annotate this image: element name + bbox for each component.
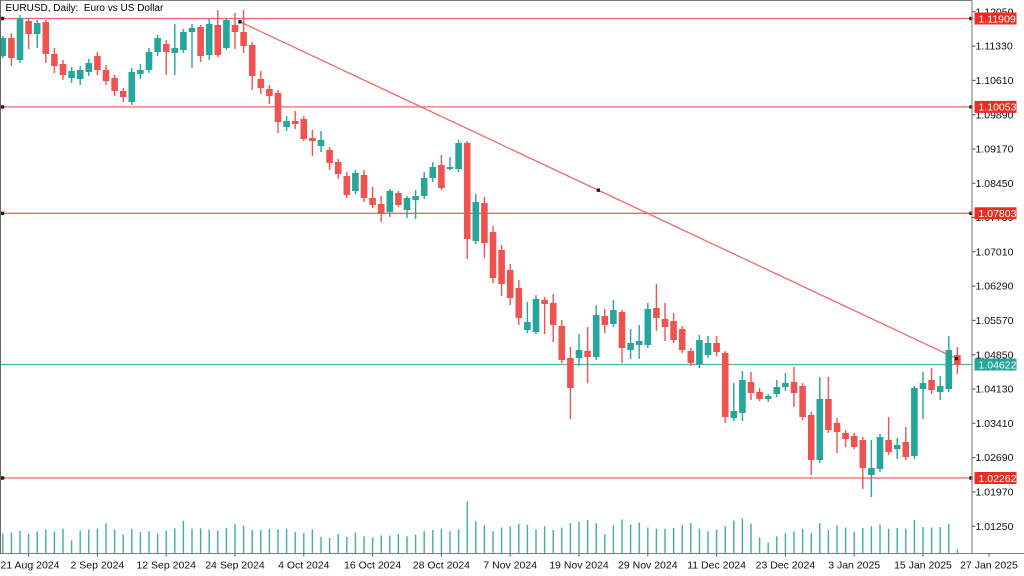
svg-text:1.05570: 1.05570 (976, 315, 1014, 327)
svg-text:15 Jan 2025: 15 Jan 2025 (894, 560, 952, 572)
svg-text:1.11909: 1.11909 (979, 13, 1016, 25)
svg-text:27 Jan 2025: 27 Jan 2025 (960, 560, 1018, 572)
svg-text:1.03410: 1.03410 (976, 418, 1014, 430)
svg-text:2 Sep 2024: 2 Sep 2024 (71, 560, 125, 572)
svg-text:1.11330: 1.11330 (976, 41, 1013, 53)
svg-text:21 Aug 2024: 21 Aug 2024 (1, 560, 60, 572)
svg-text:1.01250: 1.01250 (976, 521, 1014, 533)
svg-text:EURUSD, Daily: Euro vs US Dol: EURUSD, Daily: Euro vs US Dollar (6, 3, 164, 14)
svg-text:1.04622: 1.04622 (979, 359, 1017, 371)
svg-text:28 Oct 2024: 28 Oct 2024 (413, 560, 470, 572)
svg-text:1.08450: 1.08450 (976, 178, 1014, 190)
svg-text:1.04130: 1.04130 (976, 384, 1014, 396)
svg-text:16 Oct 2024: 16 Oct 2024 (344, 560, 401, 572)
svg-text:1.02690: 1.02690 (976, 452, 1014, 464)
svg-text:1.10053: 1.10053 (979, 102, 1017, 114)
svg-text:1.04850: 1.04850 (976, 349, 1014, 361)
svg-text:1.06290: 1.06290 (976, 281, 1014, 293)
svg-text:24 Sep 2024: 24 Sep 2024 (205, 560, 265, 572)
svg-text:1.09170: 1.09170 (976, 144, 1014, 156)
svg-text:11 Dec 2024: 11 Dec 2024 (687, 560, 746, 572)
svg-text:1.07010: 1.07010 (976, 246, 1014, 258)
svg-text:7 Nov 2024: 7 Nov 2024 (483, 560, 537, 572)
svg-text:1.10610: 1.10610 (976, 75, 1014, 87)
svg-text:23 Dec 2024: 23 Dec 2024 (756, 560, 816, 572)
svg-text:1.02262: 1.02262 (979, 473, 1017, 485)
svg-text:19 Nov 2024: 19 Nov 2024 (549, 560, 609, 572)
svg-text:4 Oct 2024: 4 Oct 2024 (278, 560, 330, 572)
svg-text:1.01970: 1.01970 (976, 487, 1014, 499)
svg-text:1.07803: 1.07803 (979, 208, 1017, 220)
svg-text:3 Jan 2025: 3 Jan 2025 (828, 560, 880, 572)
svg-text:12 Sep 2024: 12 Sep 2024 (136, 560, 196, 572)
svg-text:29 Nov 2024: 29 Nov 2024 (618, 560, 678, 572)
